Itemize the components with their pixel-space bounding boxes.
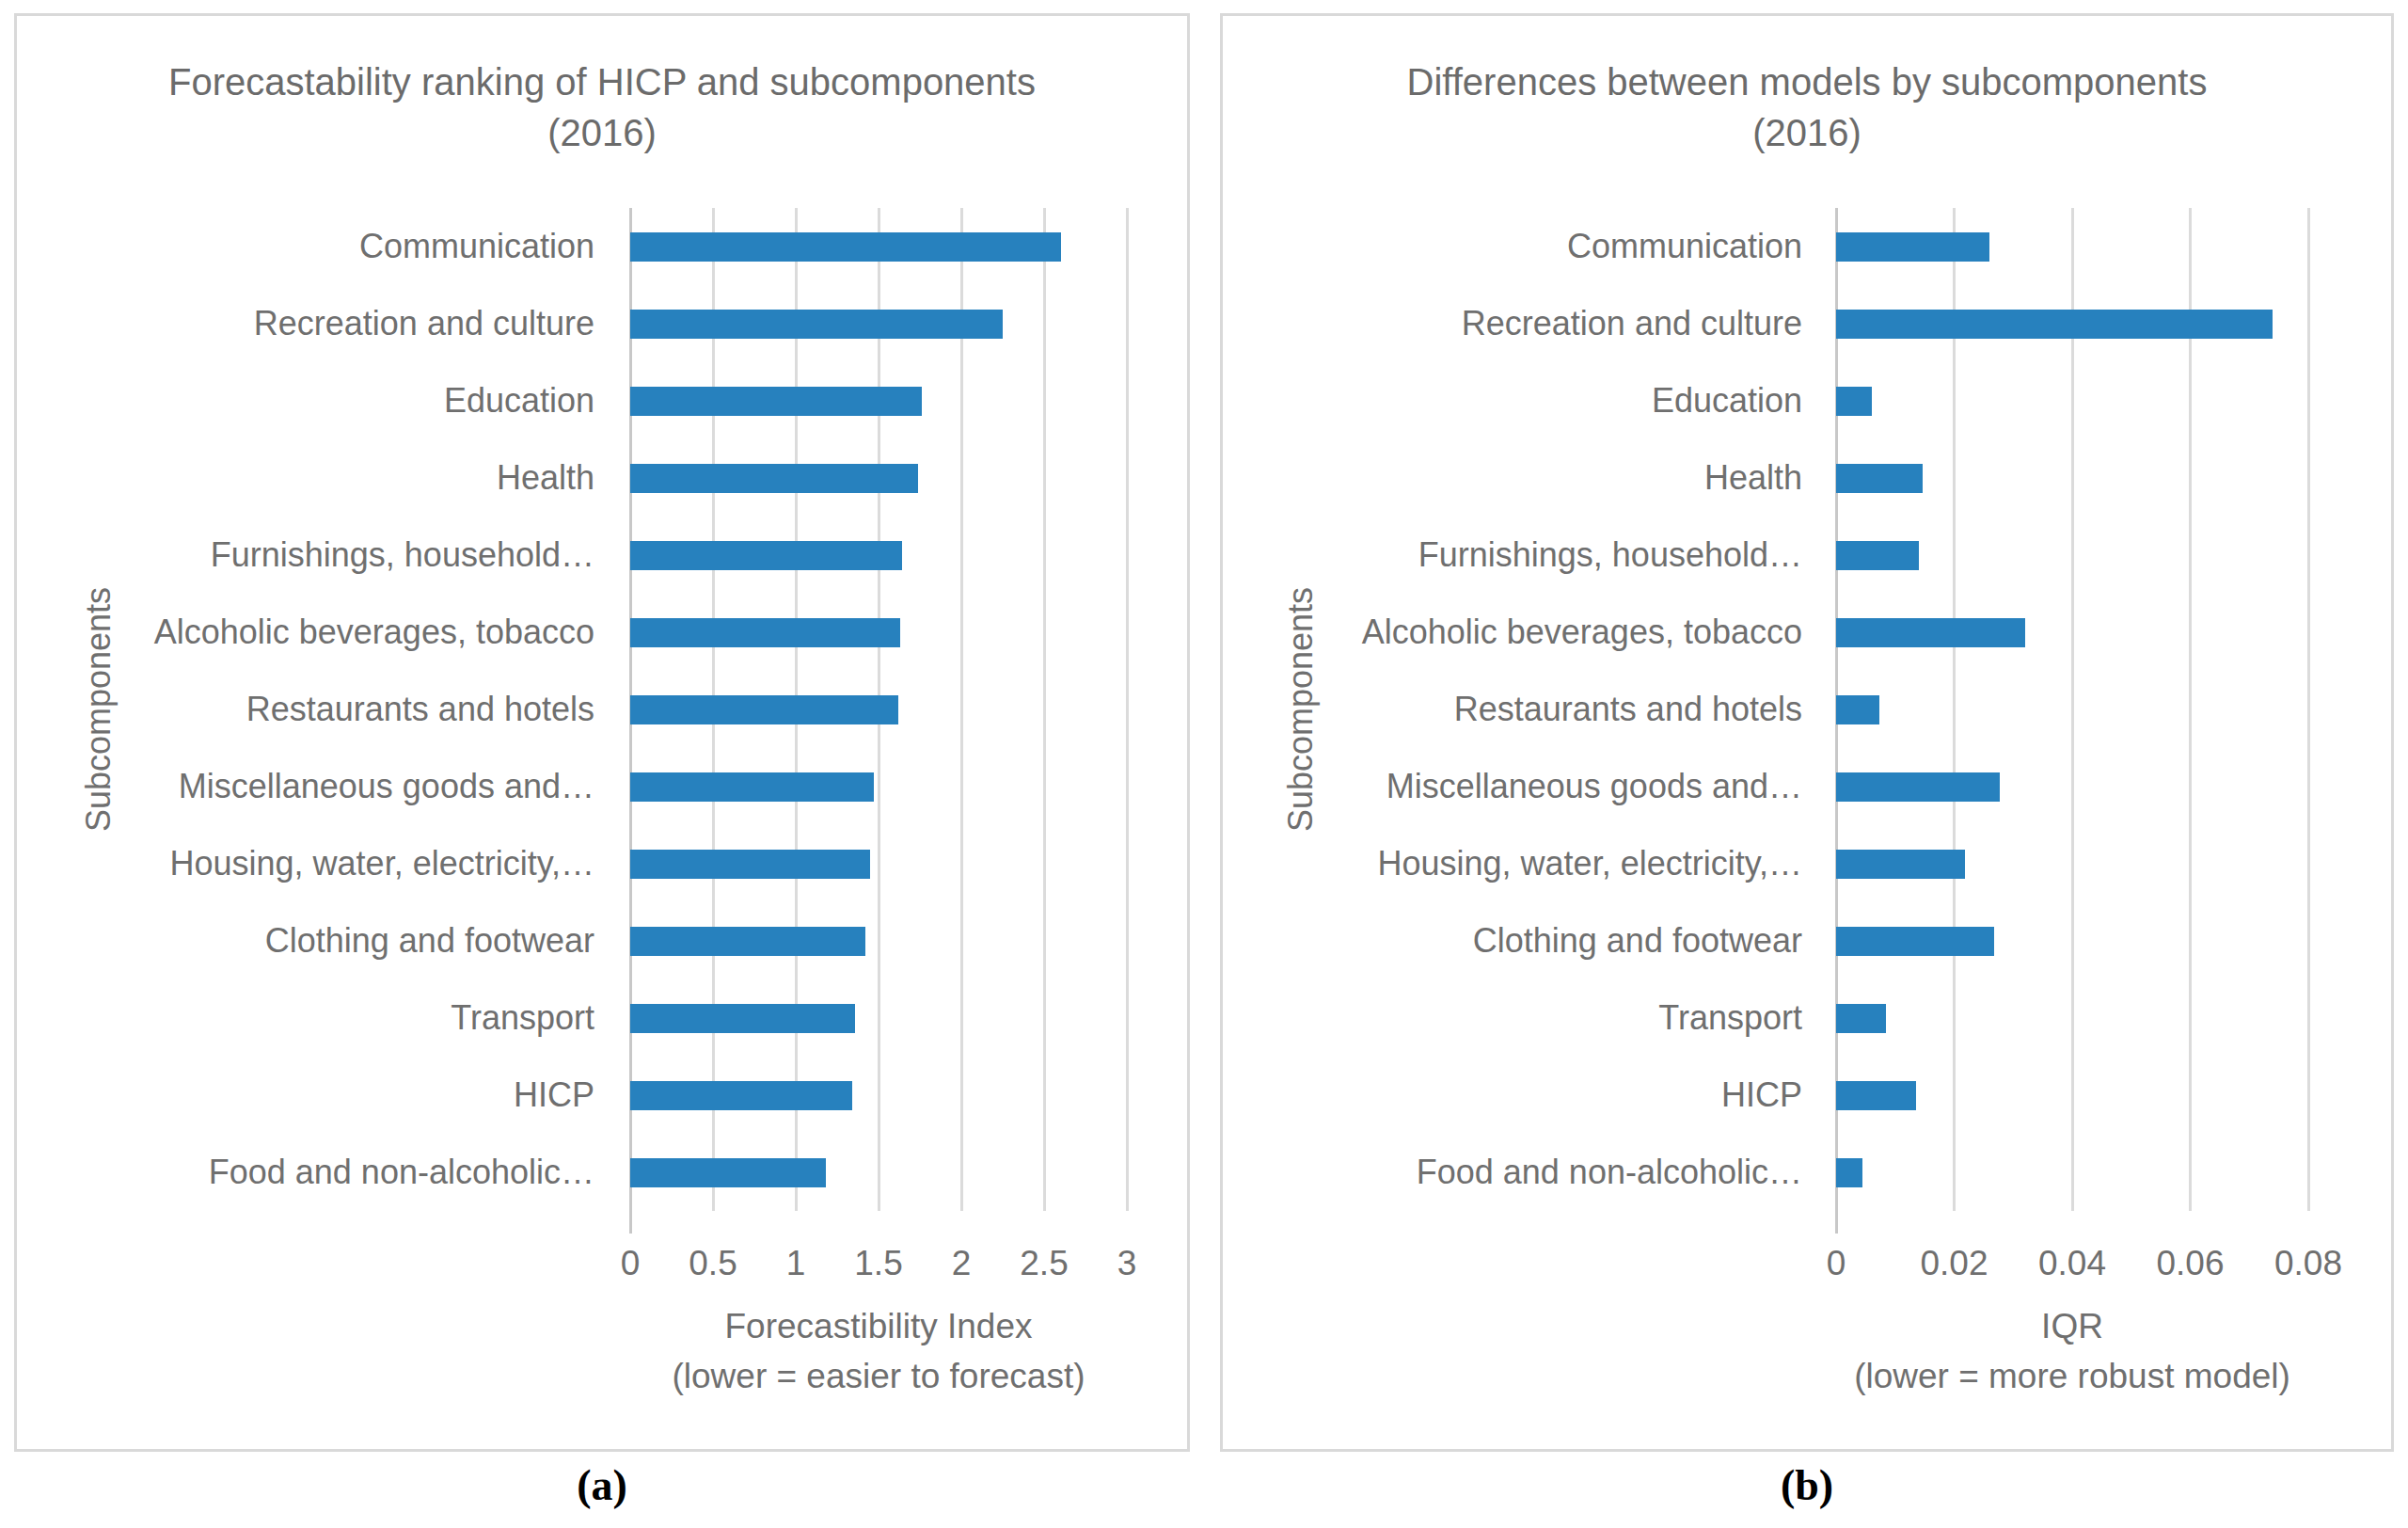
x-axis-title-b: IQR <box>1649 1305 2408 1348</box>
category-label: Clothing and footwear <box>30 922 594 960</box>
bar <box>630 618 900 647</box>
gridline <box>1126 208 1129 1211</box>
x-axis-subtitle-a: (lower = easier to forecast) <box>455 1355 1302 1398</box>
bar <box>630 541 902 570</box>
x-tick-label: 0.08 <box>2233 1244 2384 1283</box>
bar <box>630 850 870 879</box>
category-label: Alcoholic beverages, tobacco <box>1238 613 1802 651</box>
category-label: Alcoholic beverages, tobacco <box>30 613 594 651</box>
gridline <box>2307 208 2310 1211</box>
bar <box>1836 618 2025 647</box>
chart-title-a: Forecastability ranking of HICP and subc… <box>14 56 1190 158</box>
bar <box>1836 464 1923 493</box>
category-label: Communication <box>1238 228 1802 265</box>
gridline <box>2189 208 2192 1211</box>
category-label: Miscellaneous goods and… <box>1238 768 1802 805</box>
bar <box>630 1004 855 1033</box>
category-label: HICP <box>30 1076 594 1114</box>
figure-canvas: Forecastability ranking of HICP and subc… <box>0 0 2408 1528</box>
axis-tick <box>629 1211 632 1234</box>
gridline <box>960 208 963 1211</box>
gridline <box>1953 208 1956 1211</box>
chart-title-a-line2: (2016) <box>14 107 1190 158</box>
chart-title-b-line2: (2016) <box>1220 107 2394 158</box>
bar <box>1836 387 1872 416</box>
category-label: Transport <box>1238 999 1802 1037</box>
chart-title-b-line1: Differences between models by subcompone… <box>1220 56 2394 107</box>
bar <box>630 464 918 493</box>
category-label: Housing, water, electricity,… <box>1238 845 1802 883</box>
x-axis-title-a: Forecastibility Index <box>455 1305 1302 1348</box>
category-label: Health <box>30 459 594 497</box>
bar <box>1836 541 1919 570</box>
category-label: Recreation and culture <box>1238 305 1802 342</box>
category-label: Education <box>1238 382 1802 420</box>
category-label: Education <box>30 382 594 420</box>
bar <box>630 1081 852 1110</box>
bar <box>1836 310 2273 339</box>
category-label: Transport <box>30 999 594 1037</box>
x-tick-label: 3 <box>1052 1244 1202 1283</box>
bar <box>1836 772 2000 802</box>
chart-title-b: Differences between models by subcompone… <box>1220 56 2394 158</box>
bar <box>1836 850 1965 879</box>
category-label: Miscellaneous goods and… <box>30 768 594 805</box>
category-label: HICP <box>1238 1076 1802 1114</box>
bar <box>1836 1081 1916 1110</box>
category-label: Furnishings, household… <box>30 536 594 574</box>
category-label: Recreation and culture <box>30 305 594 342</box>
panel-caption-a: (a) <box>508 1460 696 1510</box>
category-label: Restaurants and hotels <box>1238 691 1802 728</box>
category-label: Housing, water, electricity,… <box>30 845 594 883</box>
category-label: Communication <box>30 228 594 265</box>
bar <box>630 1158 826 1187</box>
bar <box>1836 1004 1886 1033</box>
bar <box>1836 232 1989 262</box>
category-label: Restaurants and hotels <box>30 691 594 728</box>
bar <box>630 772 874 802</box>
category-label: Furnishings, household… <box>1238 536 1802 574</box>
bar <box>630 310 1003 339</box>
category-label: Food and non-alcoholic… <box>1238 1154 1802 1191</box>
category-label: Clothing and footwear <box>1238 922 1802 960</box>
gridline <box>2071 208 2074 1211</box>
axis-tick <box>1835 1211 1838 1234</box>
bar <box>630 232 1061 262</box>
bar <box>1836 695 1879 724</box>
x-axis-subtitle-b: (lower = more robust model) <box>1649 1355 2408 1398</box>
bar <box>630 387 922 416</box>
bar <box>1836 1158 1862 1187</box>
gridline <box>1043 208 1046 1211</box>
category-label: Health <box>1238 459 1802 497</box>
chart-title-a-line1: Forecastability ranking of HICP and subc… <box>14 56 1190 107</box>
bar <box>630 927 865 956</box>
bar <box>630 695 898 724</box>
panel-caption-b: (b) <box>1713 1460 1901 1510</box>
category-label: Food and non-alcoholic… <box>30 1154 594 1191</box>
bar <box>1836 927 1994 956</box>
